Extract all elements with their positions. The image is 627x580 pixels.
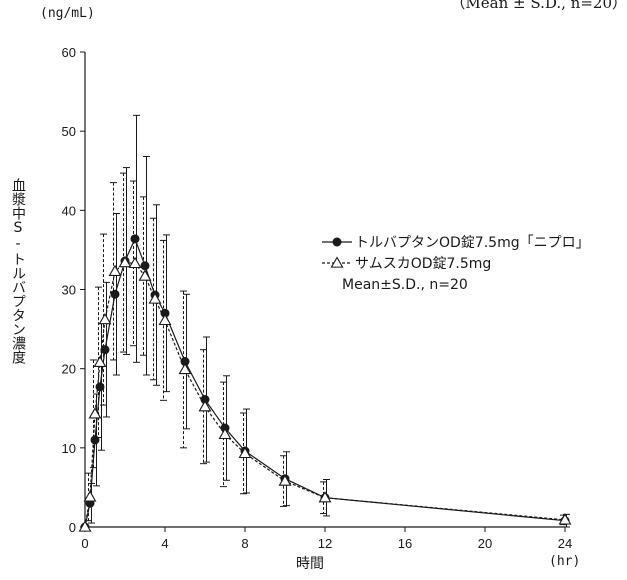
series-line bbox=[84, 261, 566, 528]
x-tick-label: 12 bbox=[318, 536, 332, 551]
y-axis-label: 血漿中S-トルバプタン濃度 bbox=[10, 178, 26, 364]
data-point bbox=[118, 255, 132, 268]
ticks: 0 10 20 30 40 50 60 0 4 8 12 16 20 24 bbox=[62, 45, 573, 551]
x-tick-label: 0 bbox=[81, 536, 88, 551]
data-point bbox=[110, 289, 120, 299]
y-tick-label: 20 bbox=[62, 362, 76, 377]
x-tick-label: 4 bbox=[161, 536, 168, 551]
y-tick-label: 60 bbox=[62, 45, 76, 60]
data-point bbox=[78, 520, 92, 532]
data-point bbox=[238, 446, 252, 459]
x-tick-label: 24 bbox=[558, 536, 572, 551]
data-point bbox=[318, 491, 332, 503]
y-tick-label: 50 bbox=[62, 124, 76, 139]
data-point bbox=[130, 234, 140, 244]
y-tick-label: 40 bbox=[62, 203, 76, 218]
x-tick-label: 8 bbox=[241, 536, 248, 551]
data-point bbox=[138, 269, 152, 281]
legend: トルバプタンOD錠7.5mg「ニプロ」サムスカOD錠7.5mg Mean±S.D.… bbox=[322, 235, 590, 293]
legend-marker bbox=[330, 256, 344, 268]
data-point bbox=[93, 355, 107, 368]
legend-note: Mean±S.D., n=20 bbox=[342, 277, 468, 293]
data-point bbox=[278, 474, 292, 486]
data-point bbox=[140, 261, 150, 271]
y-tick-label: 30 bbox=[62, 283, 76, 298]
series-1 bbox=[80, 114, 570, 532]
data-point bbox=[108, 264, 122, 276]
data-point bbox=[98, 312, 112, 325]
data-point bbox=[558, 513, 572, 525]
x-tick-label: 16 bbox=[398, 536, 412, 551]
data-point bbox=[158, 313, 172, 326]
data-point bbox=[218, 427, 232, 440]
x-axis-label: 時間 bbox=[296, 556, 324, 572]
series-2 bbox=[78, 172, 572, 532]
y-tick-label: 0 bbox=[69, 520, 76, 535]
y-axis-unit: (ng/mL) bbox=[40, 6, 95, 21]
y-tick-label: 10 bbox=[62, 441, 76, 456]
data-point bbox=[198, 400, 212, 412]
legend-label: サムスカOD錠7.5mg bbox=[355, 256, 491, 272]
data-point bbox=[83, 490, 97, 502]
data-point bbox=[178, 362, 192, 375]
legend-label: トルバプタンOD錠7.5mg「ニプロ」 bbox=[355, 235, 590, 251]
x-axis-unit: (hr) bbox=[549, 554, 581, 569]
x-tick-label: 20 bbox=[478, 536, 492, 551]
legend-marker bbox=[332, 237, 342, 247]
data-point bbox=[148, 292, 162, 304]
data-point bbox=[128, 256, 142, 269]
stats-note: （Mean ± S.D., n=20） bbox=[450, 0, 627, 12]
series-layer bbox=[78, 114, 572, 532]
data-point bbox=[88, 407, 102, 419]
